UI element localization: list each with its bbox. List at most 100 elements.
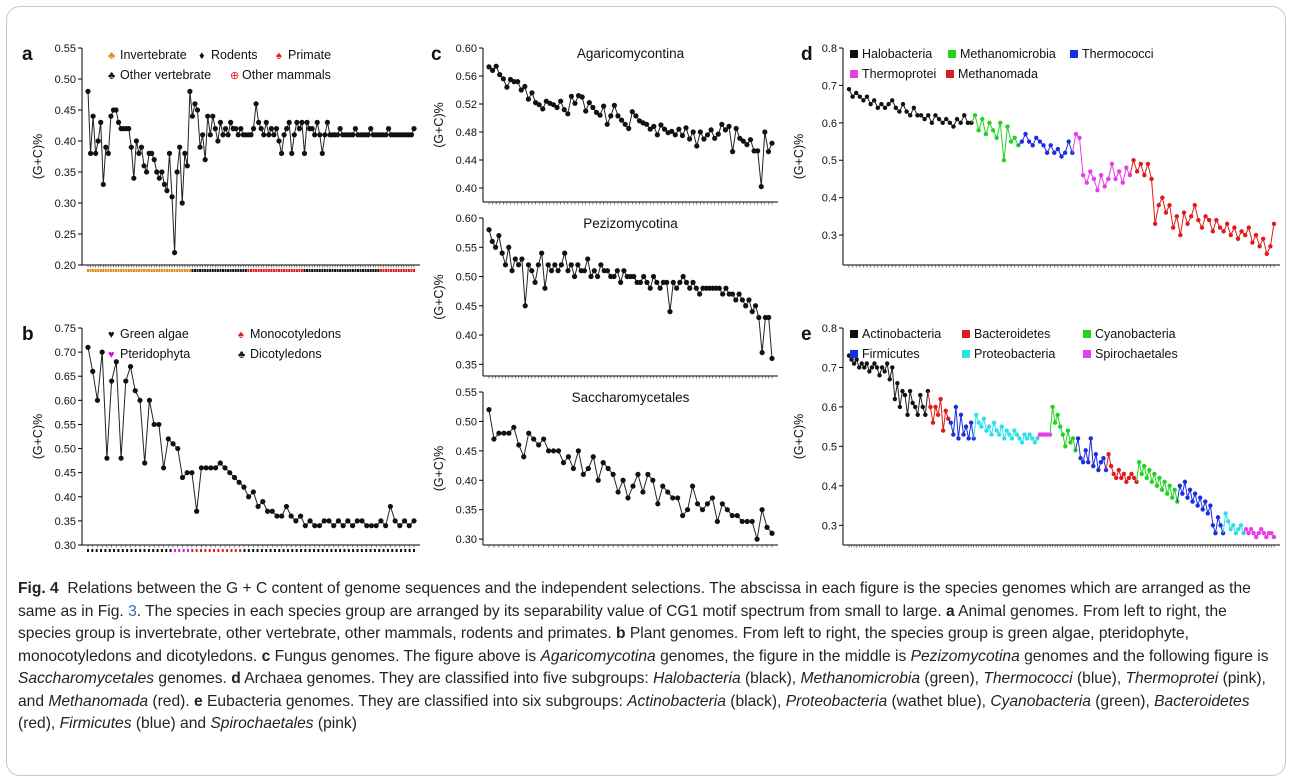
legend-item: Bacteroidetes xyxy=(962,327,1050,341)
data-point xyxy=(215,138,221,144)
data-point xyxy=(675,495,681,501)
data-point xyxy=(1174,214,1179,219)
legend-glyph: ⊕ xyxy=(230,70,239,82)
data-point xyxy=(969,120,974,126)
data-point xyxy=(1077,135,1082,140)
x-group-marker xyxy=(183,269,186,272)
data-point xyxy=(1121,471,1127,477)
data-point xyxy=(933,404,938,410)
series-methanomada-4 xyxy=(1129,158,1277,256)
legend-swatch xyxy=(1083,330,1091,338)
data-point xyxy=(314,119,320,125)
data-point xyxy=(746,297,752,303)
x-group-marker xyxy=(216,269,219,272)
data-point xyxy=(558,262,564,268)
data-point xyxy=(1177,483,1183,489)
series-cyanobacteria-8 xyxy=(1136,459,1180,504)
data-point xyxy=(593,109,600,115)
data-point xyxy=(684,507,691,513)
series-line xyxy=(488,409,773,540)
caption-text: Archaea genomes. They are classified int… xyxy=(240,670,654,687)
data-point xyxy=(743,303,749,309)
x-group-marker xyxy=(191,269,194,272)
data-point xyxy=(192,101,198,107)
data-point xyxy=(647,285,653,291)
y-tick-label: 0.70 xyxy=(55,347,76,359)
data-point xyxy=(1170,495,1175,500)
x-group-marker xyxy=(407,269,410,272)
data-point xyxy=(872,98,877,103)
series-line xyxy=(1075,438,1107,471)
y-axis-label: (G+C)% xyxy=(432,446,446,492)
x-group-marker xyxy=(104,549,107,552)
data-point xyxy=(222,465,228,471)
data-point xyxy=(641,273,647,280)
y-tick-label: 0.60 xyxy=(456,213,477,225)
legend-label: Rodents xyxy=(211,48,258,62)
data-point xyxy=(958,120,963,126)
data-point xyxy=(568,262,574,268)
data-point xyxy=(496,232,502,239)
data-point xyxy=(1147,467,1152,473)
data-point xyxy=(762,129,768,135)
x-group-marker xyxy=(339,269,342,272)
data-point xyxy=(859,361,864,366)
chart-a: 0.20 0.25 0.30 0.35 0.40 0.45 0.50 0.55 (G+C)% a ♣… xyxy=(22,43,420,272)
data-point xyxy=(293,518,299,524)
data-point xyxy=(322,132,328,138)
data-point xyxy=(1181,210,1187,215)
data-point xyxy=(920,404,926,410)
data-point xyxy=(929,120,935,126)
legend: Actinobacteria Bacteroidetes Cyanobacteria… xyxy=(850,327,1178,361)
legend-swatch xyxy=(850,350,858,358)
data-point xyxy=(1228,232,1233,238)
x-group-marker xyxy=(139,549,142,552)
data-point xyxy=(733,125,739,132)
data-point xyxy=(983,131,989,137)
data-point xyxy=(677,279,683,285)
data-point xyxy=(540,106,546,112)
x-group-marker xyxy=(365,549,368,552)
data-point xyxy=(1182,479,1188,485)
x-group-marker xyxy=(140,269,143,272)
caption-text: Relations between the G + C content of g… xyxy=(18,580,1251,620)
x-group-marker xyxy=(408,549,411,552)
y-tick-label: 0.6 xyxy=(822,118,837,130)
data-point xyxy=(1200,507,1205,512)
caption-text: Plant genomes. From left to right, the s… xyxy=(18,625,1190,665)
data-point xyxy=(635,471,641,477)
x-group-marker xyxy=(334,549,337,552)
data-point xyxy=(1180,491,1185,496)
x-group-marker xyxy=(91,549,94,552)
y-tick-label: 0.4 xyxy=(822,481,837,493)
data-point xyxy=(1185,495,1190,500)
x-group-marker xyxy=(250,269,252,272)
data-point xyxy=(126,126,132,132)
figure-ref-link[interactable]: 3 xyxy=(128,602,137,620)
legend-swatch xyxy=(962,350,970,358)
data-point xyxy=(588,273,594,280)
data-point xyxy=(1136,459,1142,465)
data-point xyxy=(486,64,492,70)
chart-c2: 0.35 0.40 0.45 0.50 0.55 0.60 (G+C)% Pezizomyco… xyxy=(432,213,778,379)
data-point xyxy=(739,297,745,303)
data-point xyxy=(160,465,167,471)
data-point xyxy=(1032,440,1037,445)
data-point xyxy=(724,507,730,513)
data-point xyxy=(296,126,302,132)
data-point xyxy=(961,432,966,437)
chart-d: 0.3 0.4 0.5 0.6 0.7 0.8 (G+C)% d Halobacteria Met… xyxy=(792,43,1280,268)
data-point xyxy=(516,442,522,448)
data-point xyxy=(620,477,626,483)
data-point xyxy=(948,420,953,425)
x-ticks xyxy=(488,545,773,548)
legend-label: Proteobacteria xyxy=(974,347,1055,361)
data-point xyxy=(1217,225,1223,230)
y-tick-label: 0.55 xyxy=(456,242,477,254)
x-group-marker xyxy=(232,269,235,272)
data-point xyxy=(846,86,852,92)
data-point xyxy=(637,279,643,285)
data-point xyxy=(719,501,725,507)
x-group-marker xyxy=(137,269,140,272)
legend-label: Cyanobacteria xyxy=(1095,327,1176,341)
